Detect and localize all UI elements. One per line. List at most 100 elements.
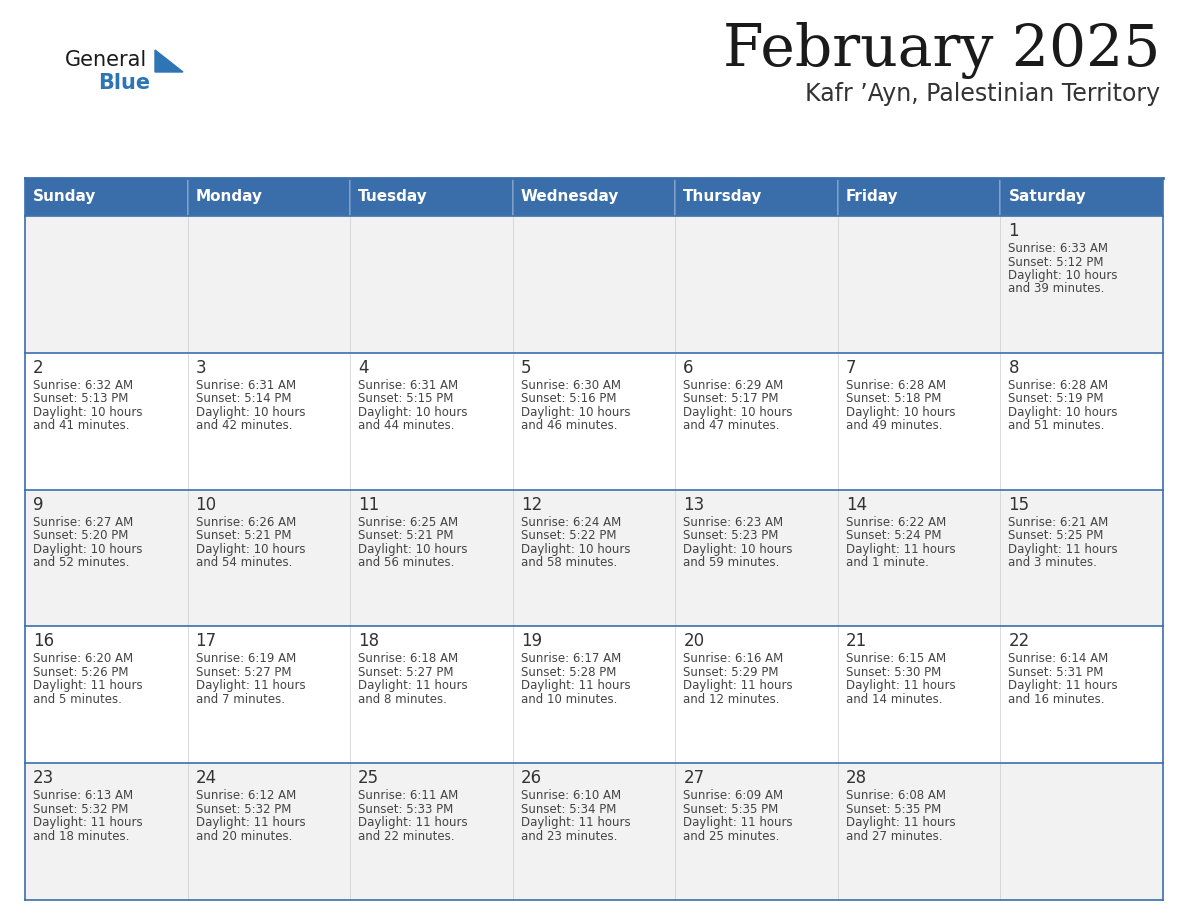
Text: Sunset: 5:13 PM: Sunset: 5:13 PM [33,392,128,406]
Text: 15: 15 [1009,496,1030,513]
Text: and 5 minutes.: and 5 minutes. [33,693,122,706]
Text: Sunrise: 6:29 AM: Sunrise: 6:29 AM [683,379,784,392]
Text: Daylight: 11 hours: Daylight: 11 hours [683,816,792,829]
Text: 9: 9 [33,496,44,513]
Text: Sunrise: 6:27 AM: Sunrise: 6:27 AM [33,516,133,529]
Text: Sunrise: 6:16 AM: Sunrise: 6:16 AM [683,653,784,666]
Text: and 23 minutes.: and 23 minutes. [520,830,617,843]
Bar [188,626,350,763]
Bar [675,763,838,900]
Bar [838,353,1000,489]
Text: Daylight: 10 hours: Daylight: 10 hours [196,406,305,419]
Text: Sunrise: 6:10 AM: Sunrise: 6:10 AM [520,789,621,802]
Bar [513,178,675,216]
Text: 25: 25 [358,769,379,788]
Text: Daylight: 11 hours: Daylight: 11 hours [846,816,955,829]
Bar [350,626,513,763]
Text: Daylight: 10 hours: Daylight: 10 hours [683,543,792,555]
Text: 10: 10 [196,496,216,513]
Bar [188,178,350,216]
Bar [513,626,675,763]
Text: 12: 12 [520,496,542,513]
Text: and 59 minutes.: and 59 minutes. [683,556,779,569]
Text: Sunrise: 6:31 AM: Sunrise: 6:31 AM [196,379,296,392]
Text: and 3 minutes.: and 3 minutes. [1009,556,1098,569]
Text: Monday: Monday [196,189,263,205]
Text: and 42 minutes.: and 42 minutes. [196,420,292,432]
Text: Sunrise: 6:09 AM: Sunrise: 6:09 AM [683,789,783,802]
Text: Sunrise: 6:21 AM: Sunrise: 6:21 AM [1009,516,1108,529]
Text: Sunset: 5:26 PM: Sunset: 5:26 PM [33,666,128,679]
Bar [1000,216,1163,353]
Text: Sunrise: 6:14 AM: Sunrise: 6:14 AM [1009,653,1108,666]
Polygon shape [154,50,183,72]
Text: General: General [65,50,147,70]
Text: Sunset: 5:31 PM: Sunset: 5:31 PM [1009,666,1104,679]
Text: and 51 minutes.: and 51 minutes. [1009,420,1105,432]
Bar [25,763,188,900]
Text: 28: 28 [846,769,867,788]
Text: 26: 26 [520,769,542,788]
Text: and 16 minutes.: and 16 minutes. [1009,693,1105,706]
Text: Kafr ’Ayn, Palestinian Territory: Kafr ’Ayn, Palestinian Territory [805,82,1159,106]
Text: 5: 5 [520,359,531,376]
Text: 27: 27 [683,769,704,788]
Text: and 25 minutes.: and 25 minutes. [683,830,779,843]
Bar [188,763,350,900]
Text: Daylight: 11 hours: Daylight: 11 hours [196,679,305,692]
Text: Sunrise: 6:31 AM: Sunrise: 6:31 AM [358,379,459,392]
Text: 11: 11 [358,496,379,513]
Text: 2: 2 [33,359,44,376]
Text: and 14 minutes.: and 14 minutes. [846,693,942,706]
Text: 16: 16 [33,633,55,650]
Text: Sunset: 5:14 PM: Sunset: 5:14 PM [196,392,291,406]
Bar [675,353,838,489]
Text: 7: 7 [846,359,857,376]
Text: Daylight: 10 hours: Daylight: 10 hours [33,543,143,555]
Text: Sunrise: 6:08 AM: Sunrise: 6:08 AM [846,789,946,802]
Text: and 49 minutes.: and 49 minutes. [846,420,942,432]
Text: 1: 1 [1009,222,1019,240]
Text: Sunset: 5:32 PM: Sunset: 5:32 PM [196,802,291,816]
Text: Sunrise: 6:23 AM: Sunrise: 6:23 AM [683,516,783,529]
Bar [838,178,1000,216]
Bar [188,489,350,626]
Text: Sunrise: 6:19 AM: Sunrise: 6:19 AM [196,653,296,666]
Text: and 27 minutes.: and 27 minutes. [846,830,942,843]
Text: Sunrise: 6:11 AM: Sunrise: 6:11 AM [358,789,459,802]
Bar [513,216,675,353]
Bar [350,763,513,900]
Text: and 20 minutes.: and 20 minutes. [196,830,292,843]
Bar [675,489,838,626]
Bar [675,626,838,763]
Text: Sunset: 5:29 PM: Sunset: 5:29 PM [683,666,779,679]
Text: Sunrise: 6:33 AM: Sunrise: 6:33 AM [1009,242,1108,255]
Text: 14: 14 [846,496,867,513]
Bar [1000,763,1163,900]
Text: Sunrise: 6:32 AM: Sunrise: 6:32 AM [33,379,133,392]
Text: 22: 22 [1009,633,1030,650]
Text: 21: 21 [846,633,867,650]
Text: Daylight: 11 hours: Daylight: 11 hours [358,816,468,829]
Text: Sunset: 5:30 PM: Sunset: 5:30 PM [846,666,941,679]
Text: Daylight: 11 hours: Daylight: 11 hours [846,543,955,555]
Bar [350,178,513,216]
Text: Sunrise: 6:28 AM: Sunrise: 6:28 AM [846,379,946,392]
Text: Tuesday: Tuesday [358,189,428,205]
Text: Sunrise: 6:28 AM: Sunrise: 6:28 AM [1009,379,1108,392]
Text: and 41 minutes.: and 41 minutes. [33,420,129,432]
Text: Daylight: 10 hours: Daylight: 10 hours [683,406,792,419]
Text: Sunset: 5:24 PM: Sunset: 5:24 PM [846,529,941,543]
Text: Sunrise: 6:20 AM: Sunrise: 6:20 AM [33,653,133,666]
Bar [1000,626,1163,763]
Text: Sunrise: 6:13 AM: Sunrise: 6:13 AM [33,789,133,802]
Bar [350,353,513,489]
Bar [838,626,1000,763]
Text: Sunrise: 6:15 AM: Sunrise: 6:15 AM [846,653,946,666]
Text: and 22 minutes.: and 22 minutes. [358,830,455,843]
Text: 23: 23 [33,769,55,788]
Bar [25,216,188,353]
Text: Sunset: 5:16 PM: Sunset: 5:16 PM [520,392,617,406]
Bar [1000,489,1163,626]
Text: and 12 minutes.: and 12 minutes. [683,693,779,706]
